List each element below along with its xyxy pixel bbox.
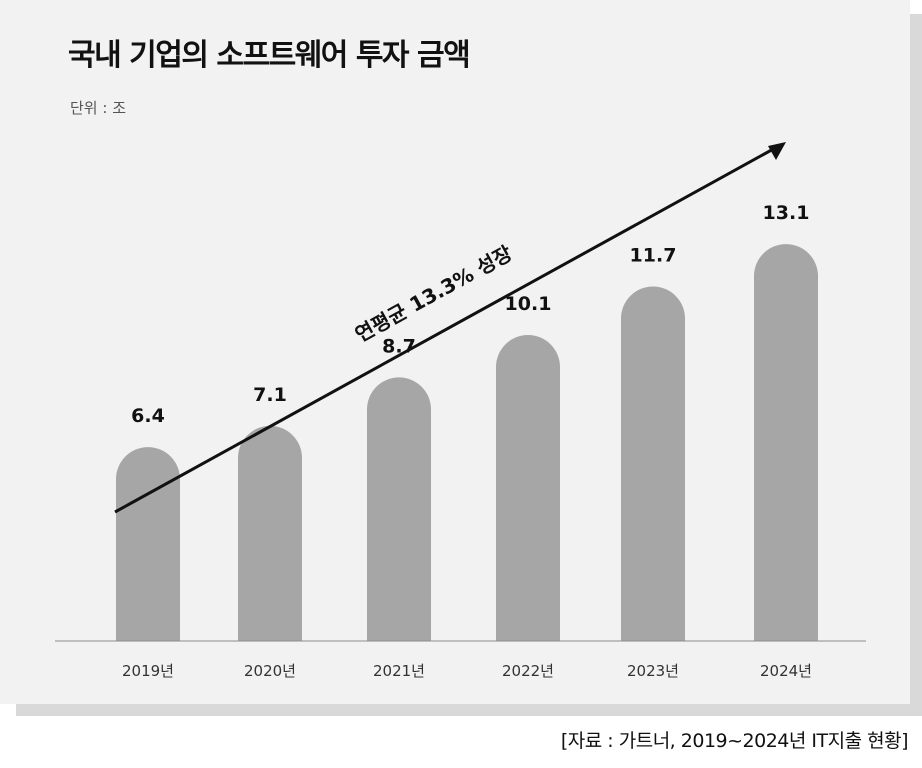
data-label: 13.1 [763, 202, 810, 224]
bar-2019년 [116, 447, 180, 641]
bar-2023년 [621, 286, 685, 641]
x-tick-label: 2019년 [122, 662, 174, 680]
x-tick-label: 2023년 [627, 662, 679, 680]
bar-2021년 [367, 377, 431, 641]
bar-2020년 [238, 425, 302, 641]
data-label: 7.1 [253, 384, 287, 406]
data-label: 11.7 [630, 244, 677, 266]
bar-2024년 [754, 244, 818, 641]
x-tick-label: 2022년 [502, 662, 554, 680]
bar-chart: 6.47.18.710.111.713.1 2019년 2020년 2021년 202… [55, 142, 866, 680]
data-label: 6.4 [131, 405, 165, 427]
x-tick-label: 2020년 [244, 662, 296, 680]
source-note: [자료 : 가트너, 2019~2024년 IT지출 현황] [560, 730, 909, 752]
data-label: 10.1 [505, 293, 552, 315]
growth-annotation: 연평균 13.3% 성장 [351, 241, 517, 347]
chart-title: 국내 기업의 소프트웨어 투자 금액 [68, 38, 471, 73]
x-tick-labels-group: 2019년 2020년 2021년 2022년 2023년 2024년 [122, 662, 812, 680]
growth-arrow [114, 142, 786, 514]
bar-2022년 [496, 334, 560, 641]
x-tick-label: 2021년 [373, 662, 425, 680]
chart-card: 국내 기업의 소프트웨어 투자 금액 단위 : 조 6.4 7.1 8.7 10.1 1… [0, 0, 910, 704]
bars-group [116, 244, 818, 641]
x-tick-label: 2024년 [760, 662, 812, 680]
unit-label: 단위 : 조 [70, 99, 126, 117]
